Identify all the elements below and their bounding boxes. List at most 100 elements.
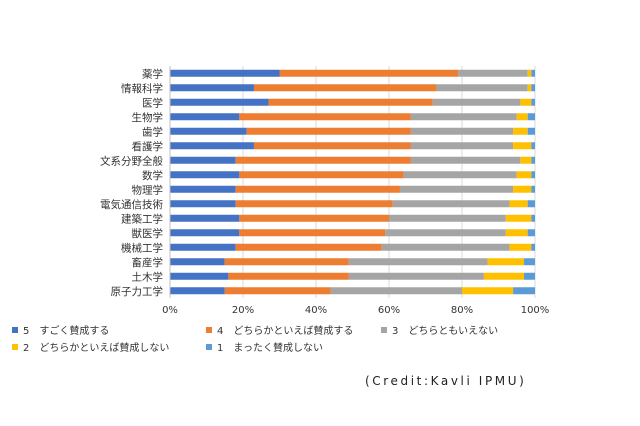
x-tick-label: 80% <box>451 305 473 316</box>
category-label: 畜産学 <box>132 256 164 269</box>
bar-segment <box>410 113 517 121</box>
bar-segment <box>224 258 349 266</box>
bar-segment <box>235 243 382 251</box>
x-tick-label: 20% <box>232 305 254 316</box>
category-label: 数学 <box>142 169 163 182</box>
legend-label: 5 すごく賛成する <box>23 324 109 337</box>
bar-segment <box>224 287 331 295</box>
bar-segment <box>235 200 393 208</box>
category-label: 建築工学 <box>121 212 163 225</box>
bar-segment <box>392 200 510 208</box>
bar-segment <box>531 142 535 150</box>
bar-segment <box>410 127 514 135</box>
bar-segment <box>239 229 386 237</box>
bar-segment <box>527 229 535 237</box>
x-tick-label: 60% <box>378 305 400 316</box>
bar-segment <box>170 171 240 179</box>
bar-segment <box>531 243 535 251</box>
bar-segment <box>516 171 532 179</box>
bar-segment <box>246 127 411 135</box>
bar-segment <box>170 113 240 121</box>
bar-segment <box>170 214 240 222</box>
bar-segment <box>170 142 254 150</box>
bar-segment <box>170 229 240 237</box>
category-label: 原子力工学 <box>111 285 164 298</box>
bar-segment <box>235 185 400 193</box>
bar-segment <box>527 200 535 208</box>
bar-segment <box>170 243 236 251</box>
legend-swatch <box>206 344 212 350</box>
bar-segment <box>531 171 535 179</box>
category-label: 生物学 <box>132 111 164 124</box>
legend-label: 1 まったく賛成しない <box>217 341 323 354</box>
bar-segment <box>531 214 535 222</box>
category-label: 文系分野全般 <box>100 154 163 167</box>
legend-swatch <box>12 327 18 333</box>
bar-segment <box>527 113 535 121</box>
legend-swatch <box>381 327 387 333</box>
category-label: 獣医学 <box>132 227 164 240</box>
bar-segment <box>170 287 225 295</box>
bar-segment <box>330 287 462 295</box>
bar-segment <box>170 200 236 208</box>
bar-segment <box>513 185 532 193</box>
bar-segment <box>253 142 411 150</box>
legend-label: 2 どちらかといえば賛成しない <box>23 341 169 354</box>
bar-segment <box>410 156 521 164</box>
bar-segment <box>527 69 532 77</box>
bar-segment <box>170 69 280 77</box>
legend-label: 3 どちらともいえない <box>392 325 498 337</box>
bar-segment <box>436 84 528 92</box>
bar-segment <box>432 98 521 106</box>
bar-segment <box>403 171 517 179</box>
credit-text: (Credit:Kavli IPMU) <box>365 374 527 388</box>
category-label: 歯学 <box>142 125 163 138</box>
bar-segment <box>509 243 532 251</box>
bar-segment <box>170 127 247 135</box>
bar-segment <box>513 127 528 135</box>
bar-segment <box>170 84 254 92</box>
bar-segment <box>524 272 535 280</box>
bar-segment <box>170 185 236 193</box>
bar-segment <box>505 214 532 222</box>
bar-segment <box>505 229 528 237</box>
bar-segment <box>170 156 236 164</box>
x-tick-label: 40% <box>305 305 327 316</box>
bar-segment <box>279 69 459 77</box>
bar-segment <box>385 229 506 237</box>
bar-segment <box>462 287 514 295</box>
bar-segment <box>239 214 389 222</box>
category-label: 機械工学 <box>121 241 163 254</box>
bar-segment <box>239 171 404 179</box>
category-label: 物理学 <box>132 183 164 196</box>
bar-segment <box>531 185 535 193</box>
bar-segment <box>513 287 535 295</box>
bar-segment <box>509 200 528 208</box>
bar-segment <box>348 272 484 280</box>
bar-segment <box>253 84 437 92</box>
bar-segment <box>531 69 535 77</box>
bar-segment <box>527 127 535 135</box>
bar-segment <box>228 272 349 280</box>
bar-segment <box>524 258 535 266</box>
bar-segment <box>527 84 532 92</box>
x-tick-label: 100% <box>521 305 550 316</box>
bar-segment <box>381 243 510 251</box>
category-label: 土木学 <box>132 270 164 283</box>
bar-segment <box>348 258 488 266</box>
bar-segment <box>170 258 225 266</box>
bar-segment <box>235 156 411 164</box>
category-label: 薬学 <box>142 67 163 80</box>
category-label: 看護学 <box>132 140 164 153</box>
bar-segment <box>487 258 525 266</box>
bar-segment <box>531 98 535 106</box>
bar-segment <box>520 156 532 164</box>
bar-segment <box>513 142 532 150</box>
bar-segment <box>170 272 229 280</box>
bar-segment <box>410 142 514 150</box>
bar-segment <box>516 113 528 121</box>
bar-segment <box>170 98 269 106</box>
bar-segment <box>268 98 433 106</box>
category-label: 情報科学 <box>121 82 163 95</box>
category-label: 電気通信技術 <box>100 198 163 211</box>
